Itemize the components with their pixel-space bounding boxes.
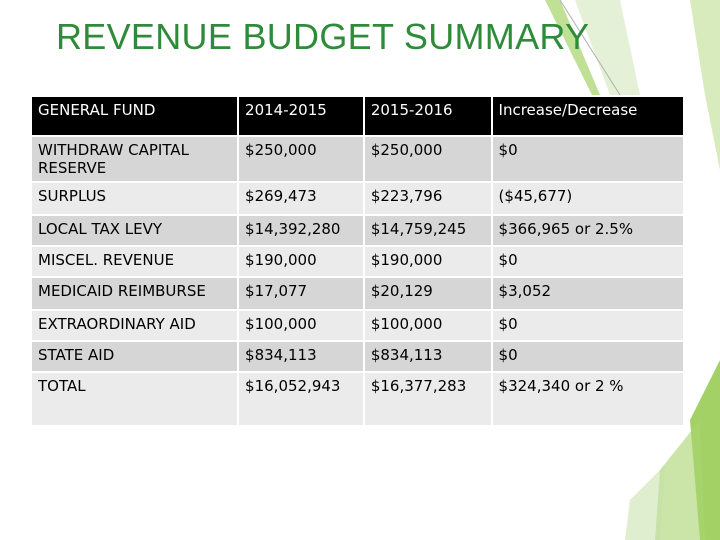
row-label: LOCAL TAX LEVY (29, 214, 240, 247)
cell-2014-2015: $269,473 (237, 181, 365, 216)
cell-change: $366,965 or 2.5% (490, 214, 686, 247)
cell-change: $0 (490, 309, 686, 342)
cell-2015-2016: $223,796 (362, 181, 493, 216)
header-2014-2015: 2014-2015 (237, 95, 365, 137)
cell-change: $3,052 (490, 276, 686, 311)
cell-change: ($45,677) (490, 181, 686, 216)
cell-2014-2015: $834,113 (237, 340, 365, 373)
table-header-row: GENERAL FUND 2014-2015 2015-2016 Increas… (29, 95, 686, 137)
row-label: WITHDRAW CAPITAL RESERVE (29, 135, 240, 183)
table-row: WITHDRAW CAPITAL RESERVE $250,000 $250,0… (29, 135, 686, 183)
table-row: MEDICAID REIMBURSE $17,077 $20,129 $3,05… (29, 276, 686, 311)
cell-2015-2016: $14,759,245 (362, 214, 493, 247)
cell-2014-2015: $100,000 (237, 309, 365, 342)
cell-2015-2016: $20,129 (362, 276, 493, 311)
table-row: SURPLUS $269,473 $223,796 ($45,677) (29, 181, 686, 216)
table-row: LOCAL TAX LEVY $14,392,280 $14,759,245 $… (29, 214, 686, 247)
row-label: MISCEL. REVENUE (29, 245, 240, 278)
cell-2015-2016: $190,000 (362, 245, 493, 278)
cell-change: $0 (490, 245, 686, 278)
header-general-fund: GENERAL FUND (29, 95, 240, 137)
cell-2015-2016: $16,377,283 (362, 371, 493, 427)
table-row: STATE AID $834,113 $834,113 $0 (29, 340, 686, 373)
cell-2015-2016: $250,000 (362, 135, 493, 183)
revenue-budget-table: GENERAL FUND 2014-2015 2015-2016 Increas… (29, 95, 686, 427)
header-increase-decrease: Increase/Decrease (490, 95, 686, 137)
row-label: MEDICAID REIMBURSE (29, 276, 240, 311)
table-row: EXTRAORDINARY AID $100,000 $100,000 $0 (29, 309, 686, 342)
page-title: REVENUE BUDGET SUMMARY (56, 16, 590, 57)
row-label: SURPLUS (29, 181, 240, 216)
row-label: STATE AID (29, 340, 240, 373)
cell-change: $0 (490, 340, 686, 373)
row-label: TOTAL (29, 371, 240, 427)
table-row: MISCEL. REVENUE $190,000 $190,000 $0 (29, 245, 686, 278)
cell-2015-2016: $100,000 (362, 309, 493, 342)
cell-change: $324,340 or 2 % (490, 371, 686, 427)
header-2015-2016: 2015-2016 (362, 95, 493, 137)
cell-2014-2015: $190,000 (237, 245, 365, 278)
cell-2014-2015: $14,392,280 (237, 214, 365, 247)
cell-2014-2015: $16,052,943 (237, 371, 365, 427)
row-label: EXTRAORDINARY AID (29, 309, 240, 342)
cell-change: $0 (490, 135, 686, 183)
table-row-total: TOTAL $16,052,943 $16,377,283 $324,340 o… (29, 371, 686, 427)
cell-2014-2015: $250,000 (237, 135, 365, 183)
cell-2015-2016: $834,113 (362, 340, 493, 373)
cell-2014-2015: $17,077 (237, 276, 365, 311)
